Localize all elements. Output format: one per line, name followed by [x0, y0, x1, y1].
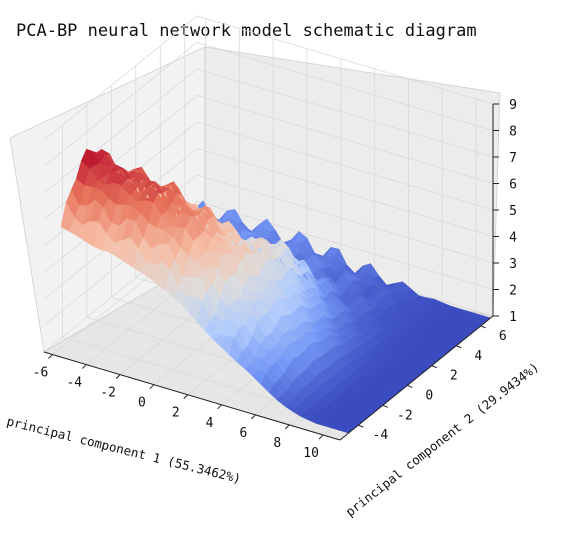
- y-tick-label: -2: [397, 408, 413, 423]
- y-tick-label: 4: [474, 349, 482, 364]
- x-tick: [217, 404, 222, 410]
- x-tick-label: 8: [273, 436, 281, 451]
- z-gridline: [43, 174, 494, 300]
- x-tick-label: 2: [172, 406, 180, 421]
- x-axis-line: [43, 351, 341, 441]
- x-tick: [318, 434, 324, 440]
- x-tick: [284, 424, 290, 430]
- z-tick-label: 2: [509, 284, 517, 299]
- z-tick-label: 7: [509, 151, 517, 166]
- y-tick: [358, 424, 364, 428]
- y-tick: [480, 325, 486, 329]
- x-tick: [81, 364, 87, 369]
- z-tick-label: 4: [509, 231, 517, 246]
- x-tick: [149, 384, 155, 390]
- z-tick-label: 1: [509, 310, 517, 325]
- z-gridline: [43, 15, 494, 141]
- x-tick-label: 0: [138, 396, 146, 411]
- y-tick-label: 0: [425, 388, 433, 403]
- x-tick-label: -4: [66, 376, 82, 391]
- x-tick-label: 6: [240, 426, 248, 441]
- x-tick: [183, 394, 189, 400]
- y-tick-label: 6: [499, 329, 507, 344]
- y-tick: [431, 365, 437, 369]
- y-tick: [456, 345, 462, 349]
- y-tick-label: 2: [450, 369, 458, 384]
- x-tick: [48, 354, 53, 359]
- x-tick-label: -2: [100, 386, 116, 401]
- z-tick-label: 8: [509, 125, 517, 140]
- y-tick: [407, 384, 413, 388]
- z-gridline: [43, 68, 494, 194]
- y-tick: [382, 404, 389, 408]
- x-tick: [251, 414, 256, 420]
- x-tick-label: 10: [303, 446, 319, 461]
- x-tick: [115, 374, 121, 379]
- z-tick-label: 5: [509, 204, 517, 219]
- z-gridline: [43, 42, 494, 167]
- z-tick-label: 9: [509, 98, 517, 113]
- surface-facet: [60, 201, 75, 232]
- x-tick-label: -6: [33, 366, 49, 381]
- y-tick-label: -4: [373, 428, 389, 443]
- surface-plot: [60, 148, 492, 434]
- y-axis-line: [339, 315, 494, 441]
- z-tick-label: 6: [509, 178, 517, 193]
- z-gridline: [43, 201, 494, 326]
- z-tick-label: 3: [509, 257, 517, 272]
- x-tick-label: 4: [206, 416, 214, 431]
